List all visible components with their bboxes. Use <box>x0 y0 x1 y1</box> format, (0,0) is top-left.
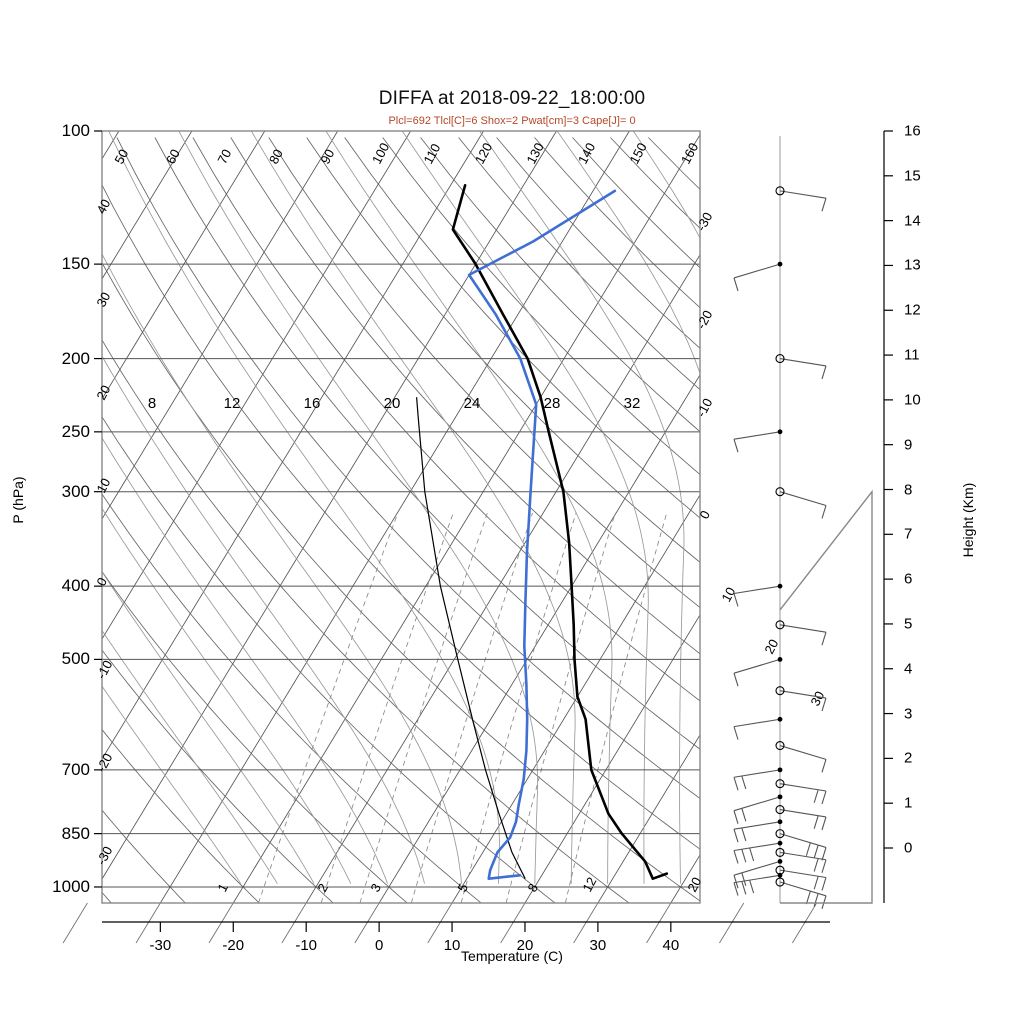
pressure-tick: 100 <box>61 121 90 140</box>
svg-text:90: 90 <box>317 147 337 167</box>
svg-text:-30: -30 <box>93 844 115 868</box>
svg-text:10: 10 <box>93 476 113 496</box>
svg-text:2: 2 <box>314 881 331 894</box>
height-tick: 6 <box>904 570 913 588</box>
pressure-tick: 700 <box>61 759 90 779</box>
temperature-tick: -20 <box>222 937 245 954</box>
pressure-tick: 200 <box>61 348 90 368</box>
svg-text:24: 24 <box>464 395 481 412</box>
svg-text:160: 160 <box>678 140 701 166</box>
svg-text:-10: -10 <box>693 396 715 420</box>
svg-text:20: 20 <box>684 875 704 895</box>
dewpoint-curve <box>467 189 617 880</box>
svg-text:-20: -20 <box>93 751 115 775</box>
height-tick: 2 <box>904 749 913 767</box>
height-tick: 9 <box>904 436 913 454</box>
svg-text:20: 20 <box>384 395 401 412</box>
height-tick: 11 <box>904 346 920 364</box>
svg-text:-30: -30 <box>693 210 715 234</box>
svg-text:-20: -20 <box>693 308 715 332</box>
height-tick: 12 <box>904 301 921 319</box>
svg-text:10: 10 <box>718 585 738 605</box>
height-tick: 4 <box>904 660 913 678</box>
svg-text:100: 100 <box>369 140 392 166</box>
svg-text:5: 5 <box>454 881 471 894</box>
svg-text:16: 16 <box>304 395 321 412</box>
svg-text:12: 12 <box>579 875 599 895</box>
svg-text:80: 80 <box>266 147 286 167</box>
height-tick: 7 <box>904 525 913 543</box>
height-tick: 3 <box>904 705 913 723</box>
x-axis-label: Temperature (C) <box>461 948 563 964</box>
pressure-tick: 300 <box>61 481 90 501</box>
page-title: DIFFA at 2018-09-22_18:00:00 <box>378 88 646 109</box>
height-tick: 0 <box>904 839 913 857</box>
height-tick: 1 <box>904 794 913 812</box>
temperature-tick: 40 <box>662 937 680 954</box>
pressure-tick: 850 <box>61 823 90 843</box>
svg-text:28: 28 <box>544 395 561 412</box>
svg-text:130: 130 <box>523 140 546 166</box>
height-tick: 14 <box>904 212 921 230</box>
svg-text:8: 8 <box>148 395 156 412</box>
temperature-tick: 30 <box>589 937 607 954</box>
parameters-subtitle: Plcl=692 Tlcl[C]=6 Shox=2 Pwat[cm]=3 Cap… <box>388 115 636 127</box>
svg-text:12: 12 <box>224 395 241 412</box>
pressure-tick: 1000 <box>52 876 90 896</box>
pressure-tick: 500 <box>61 649 90 669</box>
svg-text:32: 32 <box>624 395 641 412</box>
svg-text:30: 30 <box>93 290 113 310</box>
svg-text:1: 1 <box>214 881 231 894</box>
height-tick: 8 <box>904 481 913 498</box>
svg-text:-10: -10 <box>93 658 115 682</box>
temperature-tick: 10 <box>443 937 461 954</box>
svg-text:0: 0 <box>696 508 713 521</box>
temperature-tick: 0 <box>374 937 384 954</box>
svg-text:3: 3 <box>367 881 384 894</box>
pressure-tick: 150 <box>61 254 90 274</box>
svg-text:20: 20 <box>93 383 113 403</box>
temperature-curve <box>451 184 669 880</box>
pressure-tick: 400 <box>61 576 90 596</box>
height-tick: 13 <box>904 256 921 274</box>
svg-text:30: 30 <box>807 689 827 709</box>
height-tick: 16 <box>904 122 921 140</box>
svg-text:150: 150 <box>626 140 649 166</box>
svg-text:8: 8 <box>524 881 541 894</box>
svg-text:50: 50 <box>111 147 131 167</box>
temperature-tick: -30 <box>149 937 172 954</box>
parcel-path <box>416 397 526 879</box>
temperature-tick: -10 <box>295 937 318 954</box>
height-tick: 15 <box>904 167 921 185</box>
pressure-tick: 250 <box>61 421 90 441</box>
svg-text:40: 40 <box>93 197 113 217</box>
height-tick: 10 <box>904 391 921 409</box>
height-tick: 5 <box>904 615 913 633</box>
svg-text:70: 70 <box>214 147 234 167</box>
svg-text:60: 60 <box>163 147 183 167</box>
temperature-tick: 20 <box>516 937 534 954</box>
svg-text:20: 20 <box>761 637 781 657</box>
